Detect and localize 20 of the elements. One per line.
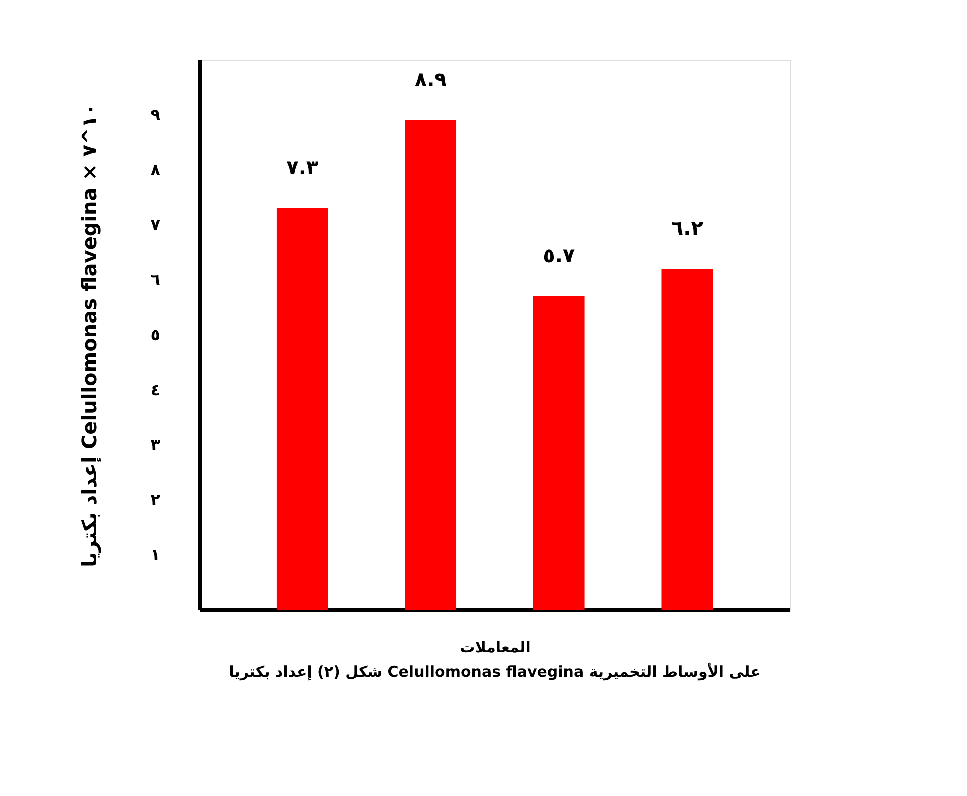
x-axis-title: المعاملات [460,638,531,656]
bar [662,269,714,610]
y-tick-label: ٢ [150,490,161,510]
bar [276,208,328,610]
y-tick-label: ١ [150,546,160,564]
data-label: ٨.٩ [414,68,447,92]
data-label: ٥.٧ [543,244,576,268]
bar [533,296,585,610]
y-tick-label: ٩ [150,106,161,124]
y-tick-label: ٤ [150,380,160,400]
y-tick-label: ٦ [150,270,161,290]
y-tick-label: ٨ [150,160,161,180]
bar [405,120,457,610]
y-axis-title: إعداد بكتريا Celullomonas flavegina × ١٠^٧ [78,104,102,568]
data-label: ٧.٣ [286,156,319,180]
data-label: ٦.٢ [671,216,704,240]
y-tick-label: ٧ [150,216,161,234]
y-tick-label: ٥ [150,326,160,344]
y-tick-label: ٣ [150,436,161,454]
text: شكل (٢) إعداد بكتريا Celullomonas flavegina على الأوساط التخميرية [229,662,761,681]
